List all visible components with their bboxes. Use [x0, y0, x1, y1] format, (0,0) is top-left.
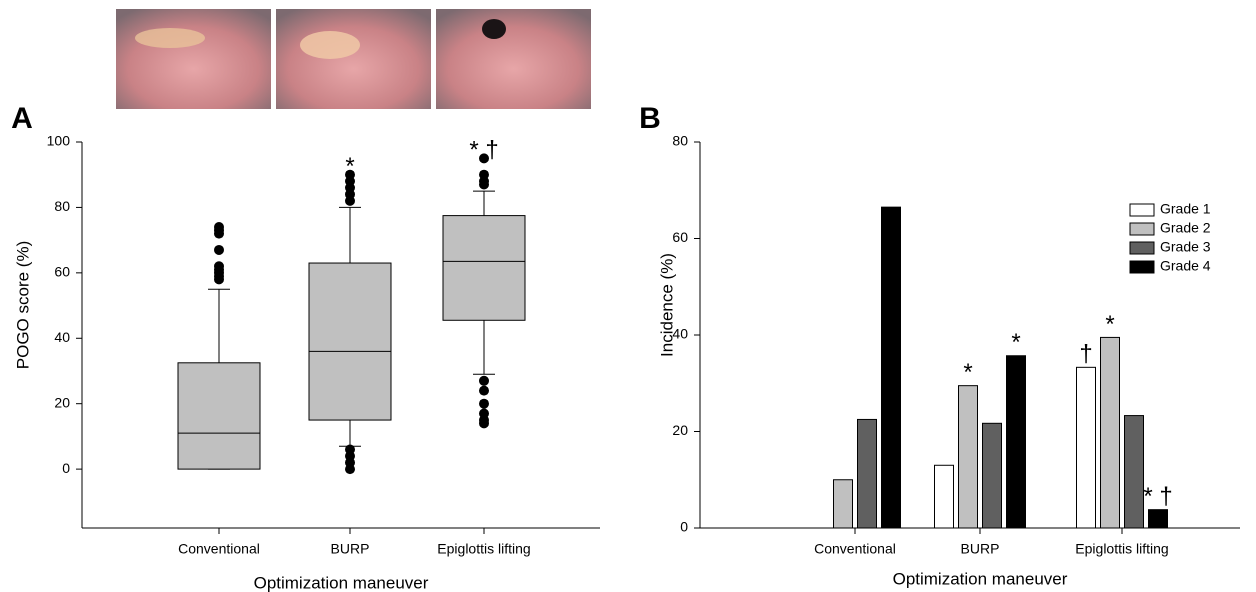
y-axis-title: POGO score (%) [13, 241, 32, 369]
outlier [479, 409, 489, 419]
legend-label: Grade 1 [1160, 201, 1211, 217]
photos [116, 9, 591, 109]
bar [1125, 416, 1144, 528]
photo [276, 9, 431, 109]
x-axis-title: Optimization maneuver [254, 573, 429, 592]
panel-label: A [11, 102, 33, 135]
outlier [479, 386, 489, 396]
y-tick-label: 60 [54, 264, 70, 280]
photo-detail [300, 31, 360, 59]
legend-label: Grade 3 [1160, 239, 1211, 255]
figure: A 0 20 40 60 80 100 Conventional BURP Epiglottis … [0, 0, 1256, 592]
bar [1149, 510, 1168, 528]
x-tick-label: Epiglottis lifting [1075, 541, 1168, 557]
box [178, 363, 260, 469]
bar [959, 386, 978, 528]
y-tick-label: 0 [62, 460, 70, 476]
annotation: * [963, 359, 972, 386]
annotation: * † [469, 137, 498, 164]
photo [116, 9, 271, 109]
x-axis-title: Optimization maneuver [893, 569, 1068, 588]
legend-swatch [1130, 223, 1154, 235]
x-tick-label: Epiglottis lifting [437, 541, 530, 557]
bar [935, 465, 954, 528]
outlier [214, 261, 224, 271]
legend-label: Grade 2 [1160, 220, 1211, 236]
bar [858, 419, 877, 528]
y-axis-title: Incidence (%) [657, 253, 676, 357]
annotation: * [1105, 311, 1114, 338]
bar [1101, 337, 1120, 528]
bar [1077, 367, 1096, 528]
x-tick-label: BURP [961, 541, 1000, 557]
annotation: † [1079, 341, 1092, 368]
y-tick-label: 20 [672, 422, 688, 438]
legend-swatch [1130, 261, 1154, 273]
outlier [479, 170, 489, 180]
bar [882, 207, 901, 528]
y-tick-label: 40 [54, 329, 70, 345]
legend-label: Grade 4 [1160, 258, 1211, 274]
y-tick-label: 60 [672, 229, 688, 245]
outlier [345, 444, 355, 454]
annotation: * [1011, 329, 1020, 356]
box [443, 216, 525, 321]
x-tick-label: Conventional [178, 541, 260, 557]
y-tick-label: 80 [54, 198, 70, 214]
legend-swatch [1130, 204, 1154, 216]
outlier [214, 245, 224, 255]
panel-label: B [639, 102, 661, 135]
bar [1007, 356, 1026, 528]
outlier [479, 399, 489, 409]
photo-detail [482, 19, 506, 39]
outlier [214, 222, 224, 232]
x-tick-label: Conventional [814, 541, 896, 557]
y-tick-label: 0 [680, 519, 688, 535]
legend-swatch [1130, 242, 1154, 254]
photo [436, 9, 591, 109]
bar [983, 423, 1002, 528]
page: {"chart_data": [ {"type": "box", "panel"… [0, 0, 1256, 592]
y-tick-label: 20 [54, 394, 70, 410]
y-tick-label: 100 [47, 133, 71, 149]
annotation: * † [1143, 483, 1172, 510]
y-tick-label: 80 [672, 133, 688, 149]
bar [834, 480, 853, 528]
outlier [479, 376, 489, 386]
photo-detail [135, 28, 205, 48]
x-tick-label: BURP [331, 541, 370, 557]
box [309, 263, 391, 420]
annotation: * [345, 153, 354, 180]
